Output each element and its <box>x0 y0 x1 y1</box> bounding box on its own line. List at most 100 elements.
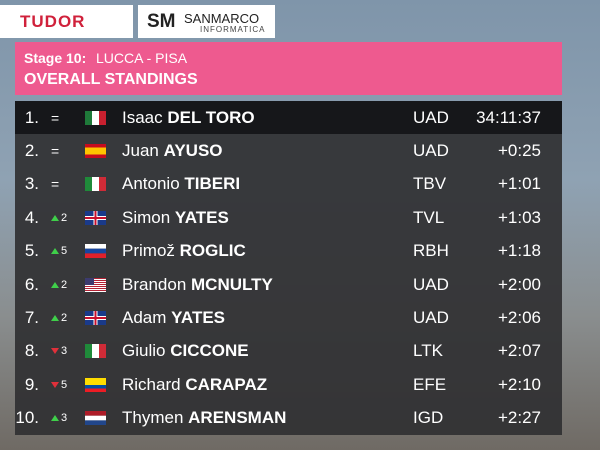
rider-name: Giulio CICCONE <box>122 341 249 361</box>
standing-row: 3. = Antonio TIBERI TBV +1:01 <box>15 167 562 202</box>
team: UAD <box>413 107 449 127</box>
title: OVERALL STANDINGS <box>24 71 198 88</box>
time: +1:03 <box>497 207 541 227</box>
rank: 3. <box>24 174 39 194</box>
first-name: Thymen <box>122 408 184 428</box>
team: UAD <box>413 308 449 328</box>
flag <box>85 344 106 359</box>
change: = <box>51 176 60 193</box>
last-name: ROGLIC <box>179 241 246 261</box>
last-name: CARAPAZ <box>185 374 268 394</box>
sponsor-mark: SM <box>147 11 176 32</box>
trend-arrow <box>51 214 59 221</box>
last-name: YATES <box>174 207 229 227</box>
flag <box>85 244 106 259</box>
team: TVL <box>413 207 445 227</box>
standing-row: 4. 2 Simon YATES TVL +1:03 <box>15 201 562 235</box>
standing-row: 10. 3 Thymen ARENSMAN IGD +2:27 <box>15 401 562 435</box>
team: TBV <box>413 174 447 194</box>
standing-row: 2. = Juan AYUSO UAD +0:25 <box>15 134 562 168</box>
trend-arrow <box>51 381 59 388</box>
flag <box>85 144 106 159</box>
flag <box>85 277 106 292</box>
time: +2:10 <box>497 374 541 394</box>
team: LTK <box>413 341 443 361</box>
flag <box>85 210 106 225</box>
rank: 8. <box>24 341 39 361</box>
team: UAD <box>413 141 449 161</box>
team: RBH <box>413 241 449 261</box>
time: +2:00 <box>497 274 541 294</box>
flag <box>85 411 106 426</box>
rank: 6. <box>24 274 39 294</box>
change: = <box>51 109 60 126</box>
team: UAD <box>413 274 449 294</box>
change: 2 <box>61 312 68 325</box>
rank: 1. <box>24 107 39 127</box>
rider-name: Isaac DEL TORO <box>122 108 255 128</box>
rank: 7. <box>24 308 39 328</box>
rider-name: Adam YATES <box>122 308 225 328</box>
trend-arrow <box>51 315 59 322</box>
last-name: TIBERI <box>184 174 241 194</box>
first-name: Richard <box>122 374 181 394</box>
first-name: Primož <box>122 241 175 261</box>
first-name: Giulio <box>122 341 166 361</box>
change: 2 <box>61 278 68 291</box>
change: 2 <box>61 211 68 224</box>
rider-name: Brandon MCNULTY <box>122 275 273 295</box>
trend-arrow <box>51 248 59 255</box>
standing-row: 7. 2 Adam YATES UAD +2:06 <box>15 301 562 335</box>
first-name: Juan <box>122 141 159 161</box>
first-name: Antonio <box>122 174 180 194</box>
sponsor-text: SANMARCO <box>184 11 260 26</box>
standing-row: 8. 3 Giulio CICCONE LTK +2:07 <box>15 334 562 369</box>
rank: 2. <box>24 141 39 161</box>
last-name: MCNULTY <box>191 274 273 294</box>
header: Stage 10: LUCCA - PISA OVERALL STANDINGS <box>15 42 562 95</box>
last-name: CICCONE <box>170 341 249 361</box>
rank: 9. <box>24 374 39 394</box>
rider-name: Richard CARAPAZ <box>122 375 267 395</box>
sponsor-subtext: INFORMATICA <box>200 25 266 34</box>
flag <box>85 177 106 192</box>
time: +2:06 <box>497 308 541 328</box>
last-name: DEL TORO <box>167 107 255 127</box>
last-name: YATES <box>171 308 226 328</box>
standings: 1. = Isaac DEL TORO UAD 34:11:37 2. = Juan AYUS… <box>15 101 562 435</box>
flag <box>85 110 106 125</box>
standing-row: 6. 2 Brandon MCNULTY UAD +2:00 <box>15 267 562 302</box>
standing-row: 5. 5 Primož ROGLIC RBH +1:18 <box>15 234 562 268</box>
rank: 4. <box>24 207 39 227</box>
flag <box>85 311 106 326</box>
route: LUCCA - PISA <box>96 50 188 66</box>
trend-arrow <box>51 348 59 355</box>
standing-row: 9. 5 Richard CARAPAZ EFE +2:10 <box>15 368 562 402</box>
change: 5 <box>61 245 68 258</box>
last-name: ARENSMAN <box>188 408 287 428</box>
team: IGD <box>413 408 444 428</box>
first-name: Adam <box>122 308 167 328</box>
time: +2:07 <box>497 341 541 361</box>
sponsor-text: TUDOR <box>20 12 86 31</box>
rider-name: Antonio TIBERI <box>122 174 240 194</box>
time: +2:27 <box>497 408 541 428</box>
time: +1:18 <box>497 241 541 261</box>
first-name: Isaac <box>122 107 163 127</box>
rider-name: Simon YATES <box>122 208 229 228</box>
change: = <box>51 143 60 160</box>
change: 3 <box>61 345 68 358</box>
last-name: AYUSO <box>163 141 223 161</box>
stage: Stage 10: <box>24 50 87 66</box>
time: 34:11:37 <box>476 107 541 127</box>
rider-name: Juan AYUSO <box>122 141 223 161</box>
team: EFE <box>413 374 447 394</box>
flag <box>85 377 106 392</box>
rider-name: Thymen ARENSMAN <box>122 408 286 428</box>
rank: 5. <box>24 241 39 261</box>
rank: 10. <box>15 408 39 428</box>
trend-arrow <box>51 415 59 422</box>
first-name: Brandon <box>122 274 187 294</box>
first-name: Simon <box>122 207 171 227</box>
